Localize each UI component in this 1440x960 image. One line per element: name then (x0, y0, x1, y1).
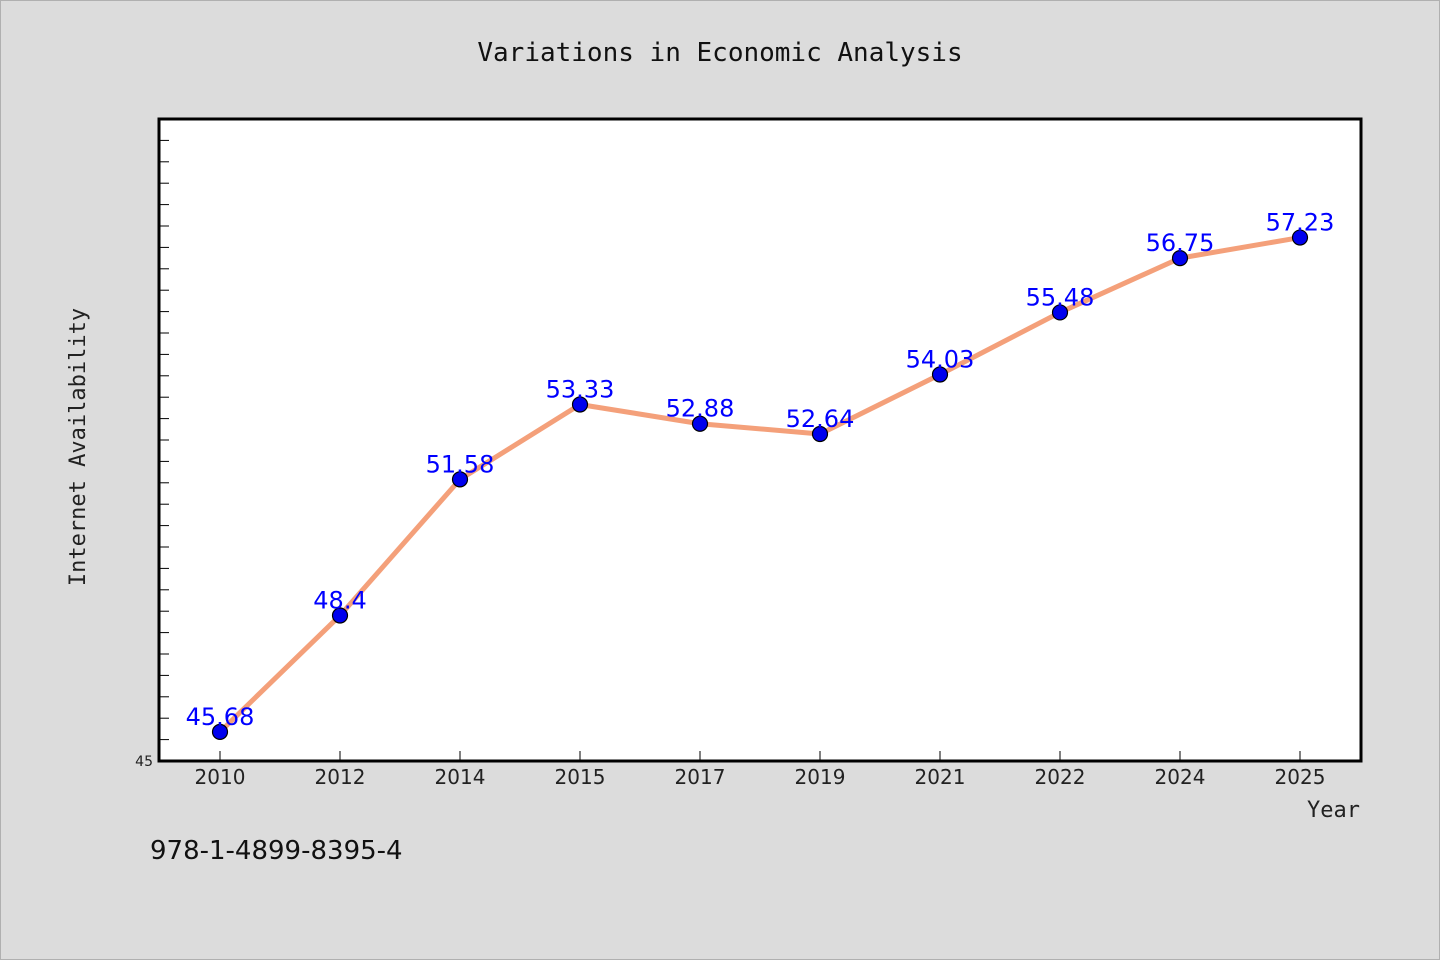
x-tick-label: 2021 (915, 765, 966, 789)
x-tick-label: 2015 (555, 765, 606, 789)
data-label: 52.64 (786, 405, 855, 433)
data-label: 53.33 (546, 375, 615, 403)
data-label: 48.4 (313, 586, 366, 614)
x-tick-label: 2025 (1275, 765, 1326, 789)
data-label: 54.03 (906, 346, 975, 374)
data-point (1171, 250, 1189, 267)
x-axis-label: Year (1307, 798, 1360, 823)
series-line (217, 235, 1303, 735)
data-labels: 45.68 48.4 51.58 53.33 52.88 52.64 54.03 55.48 5… (186, 209, 1335, 731)
y-tick-label: 45 (135, 754, 153, 770)
x-tick-label: 2010 (195, 765, 246, 789)
data-point (1051, 304, 1069, 321)
data-point (931, 366, 949, 383)
x-tick-label: 2012 (315, 765, 366, 789)
y-axis-ticks: 45 (135, 139, 169, 770)
isbn-text: 978-1-4899-8395-4 (150, 836, 403, 866)
data-label: 55.48 (1026, 283, 1095, 311)
x-tick-label: 2022 (1035, 765, 1086, 789)
data-point (571, 396, 589, 413)
plot-area (157, 117, 1363, 763)
data-point (331, 607, 349, 624)
y-axis-label: Internet Availability (66, 308, 91, 586)
data-markers (211, 229, 1309, 740)
data-point (1291, 229, 1309, 246)
chart-title: Variations in Economic Analysis (477, 38, 962, 68)
x-tick-label: 2024 (1155, 765, 1206, 789)
data-label: 45.68 (186, 703, 255, 731)
x-tick-label: 2014 (435, 765, 486, 789)
x-tick-label: 2017 (675, 765, 726, 789)
data-label: 57.23 (1266, 209, 1335, 237)
data-label: 56.75 (1146, 229, 1215, 257)
data-point (211, 723, 229, 740)
x-axis-ticks: 2010 2012 2014 2015 2017 2019 2021 2022 2024 2025 (195, 751, 1326, 789)
data-label: 51.58 (426, 450, 495, 478)
data-point (451, 471, 469, 488)
data-point (811, 425, 829, 443)
data-point (691, 415, 709, 432)
x-tick-label: 2019 (795, 765, 846, 789)
data-label: 52.88 (666, 395, 735, 423)
